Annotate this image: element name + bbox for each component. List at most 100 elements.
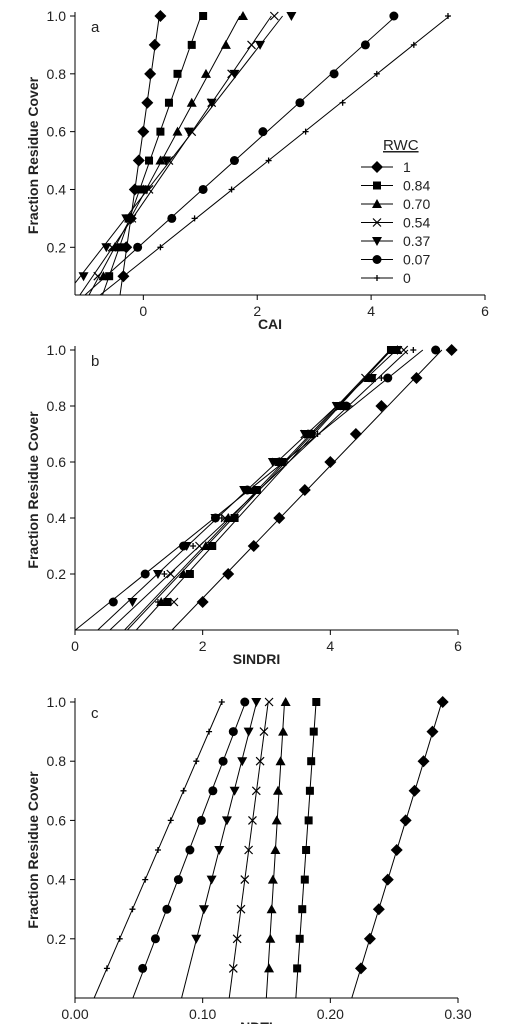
fit-line [109,349,409,630]
data-point [208,542,217,550]
data-point [137,125,150,138]
y-tick-label: 0.2 [47,239,67,255]
y-tick-label: 0.4 [47,872,67,888]
series-circle [75,345,441,630]
data-point [298,484,311,496]
data-point [354,962,367,975]
y-tick-label: 0.4 [47,510,67,526]
data-point [173,875,183,885]
data-point [399,814,412,827]
data-point [255,40,266,50]
data-point [366,374,377,383]
data-point [78,272,89,282]
data-point [228,727,238,737]
data-point [247,40,256,50]
legend-marker [374,275,380,281]
data-point [408,784,421,797]
data-point [166,569,176,579]
data-point [193,758,200,765]
data-point [142,876,149,883]
chart-panel-a: 0.2 0.4 0.6 0.8 1.0 0 2 4 6 a CAI Fraction Residue … [25,8,489,332]
data-point [280,697,291,706]
data-point [431,345,441,355]
data-point [244,845,254,855]
data-point [116,935,123,942]
data-point [155,155,166,165]
series-x [79,11,279,295]
y-tick-label: 0.8 [47,66,67,82]
x-axis-title: CAI [258,316,282,332]
data-point [190,543,197,549]
series-triangle [88,11,248,295]
data-point [191,934,202,944]
series-x [228,697,274,998]
chart-panel-c: 0.2 0.4 0.6 0.8 1.0 0.00 0.10 0.20 0.30 c NDTI Frac… [25,694,472,1024]
series-square [135,346,395,630]
data-point [265,933,276,943]
data-point [93,271,103,281]
data-point [373,70,380,77]
data-point [295,934,304,943]
data-point [255,756,265,766]
data-point [410,347,417,353]
data-point [445,344,458,356]
data-point [140,569,150,579]
data-point [228,963,238,973]
data-point [187,40,196,49]
data-point [199,12,208,20]
series-plus [99,13,451,295]
data-point [161,156,172,166]
series-diamond [351,696,449,998]
data-point [206,875,217,885]
legend-marker [372,199,382,208]
data-point [232,934,242,944]
data-point [196,815,206,825]
series-plus [93,699,225,998]
data-point [258,127,268,137]
data-point [269,11,279,21]
data-point [251,786,261,796]
data-point [309,727,318,736]
x-tick-label: 6 [454,638,462,654]
x-tick-label: 6 [481,303,489,319]
data-point [250,487,257,493]
data-point [251,698,262,707]
data-point [324,456,337,468]
data-point [302,846,311,854]
data-point [152,570,163,579]
data-point [265,157,272,164]
x-tick-label: 0.20 [317,1006,344,1022]
data-point [200,68,211,78]
series-triangle [126,345,403,630]
y-axis-title: Fraction Residue Cover [25,771,41,929]
data-point [275,756,286,766]
legend-entry: 0.84 [403,178,430,194]
legend-entry: 1 [403,159,411,175]
data-point [229,156,239,166]
data-point [410,372,423,384]
data-point [390,844,403,856]
data-point [314,431,321,437]
data-point [363,932,376,945]
series-circle [132,697,250,998]
data-point [378,375,385,381]
data-point [129,906,136,913]
legend-title: RWC [383,137,419,154]
y-tick-label: 0.6 [47,124,67,140]
data-point [116,243,125,252]
series-square [102,12,208,295]
data-point [339,99,346,106]
data-point [274,457,284,467]
data-point [164,98,173,107]
data-point [286,12,297,21]
data-point [444,13,451,19]
x-tick-label: 0.10 [189,1006,216,1022]
data-point [410,41,417,48]
data-point [230,514,239,522]
data-point [198,905,209,915]
data-point [375,400,388,412]
data-point [200,541,211,550]
data-point [293,964,302,973]
data-point [186,97,197,107]
